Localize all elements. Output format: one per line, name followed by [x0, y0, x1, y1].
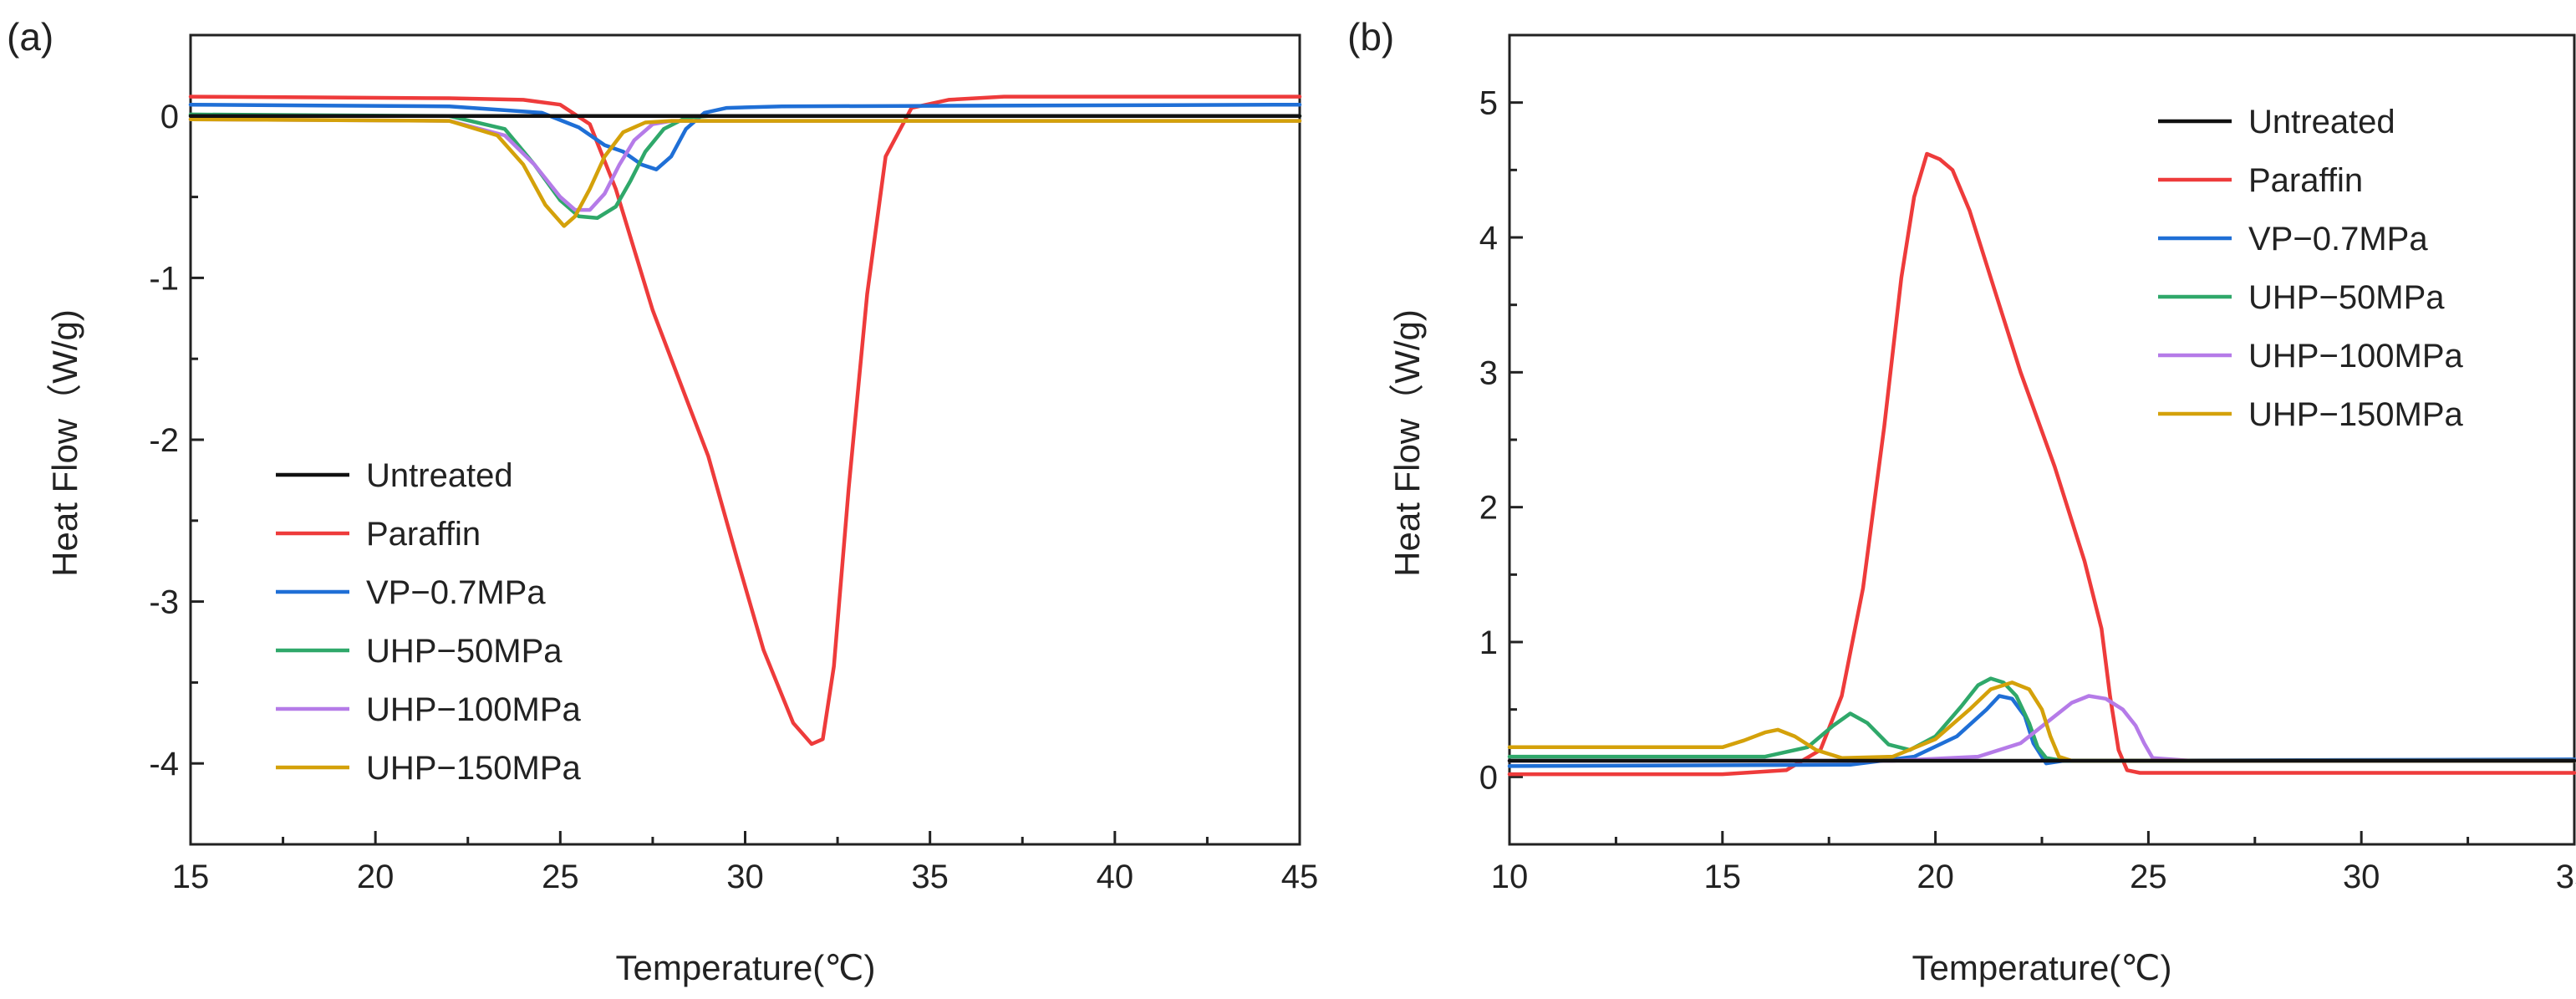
panel-a: (a) 15 20 25 30 35 40 45 0 -1 -2 -3 -4 Temperature(… — [7, 15, 1318, 987]
panel-a-plot-area: 15 20 25 30 35 40 45 0 -1 -2 -3 -4 — [149, 33, 1319, 895]
panel-a-series-uhp-100mpa — [188, 117, 1302, 212]
panel-a-series-paraffin — [188, 94, 1302, 747]
panel-b-series-paraffin — [1507, 151, 2576, 777]
panel-b-y-tick-label: 5 — [1479, 85, 1498, 122]
panel-a-series-uhp-50mpa — [188, 112, 1302, 221]
panel-a-frame — [189, 33, 1301, 846]
panel-a-series-uhp-150mpa — [188, 117, 1302, 228]
panel-b-frame — [1508, 33, 2576, 846]
panel-b-y-tick-label: 3 — [1479, 354, 1498, 391]
panel-b-legend: Untreated Paraffin VP−0.7MPa UHP−50MPa UHP−1… — [2158, 104, 2464, 433]
panel-b-series-uhp-100mpa — [1507, 694, 2576, 763]
panel-a-x-tick-label: 15 — [172, 859, 210, 895]
panel-b-x-tick-label: 20 — [1917, 859, 1954, 895]
panel-b-legend-label: UHP−150MPa — [2248, 396, 2464, 433]
panel-b-x-tick-label: 30 — [2343, 859, 2380, 895]
panel-b-y-axis-title: Heat Flow（W/g) — [1387, 309, 1427, 577]
panel-a-y-axis-title: Heat Flow（W/g) — [45, 309, 84, 577]
panel-a-y-tick-label: -1 — [149, 260, 179, 297]
panel-a-y-tick-label: 0 — [160, 99, 179, 135]
panel-a-legend-label: Paraffin — [366, 516, 481, 553]
panel-b-x-tick-label: 25 — [2130, 859, 2167, 895]
panel-b-x-tick-label: 15 — [1704, 859, 1742, 895]
panel-a-legend-label: UHP−50MPa — [366, 633, 563, 670]
panel-a-x-tick-label: 45 — [1281, 859, 1319, 895]
panel-b-legend-label: VP−0.7MPa — [2248, 221, 2428, 257]
panel-a-legend-label: UHP−150MPa — [366, 750, 582, 787]
panel-b-legend-label: Untreated — [2248, 104, 2395, 140]
panel-a-legend-label: VP−0.7MPa — [366, 574, 546, 611]
panel-b-legend-label: UHP−100MPa — [2248, 338, 2464, 375]
panel-b-y-tick-label: 1 — [1479, 624, 1498, 661]
panel-b-label: (b) — [1347, 15, 1394, 59]
panel-a-x-tick-label: 35 — [911, 859, 949, 895]
panel-b: (b) 10 15 20 25 30 35 0 1 2 3 4 5 Temperature(℃) He… — [1347, 15, 2576, 987]
panel-a-label: (a) — [7, 15, 53, 59]
panel-b-y-tick-label: 0 — [1479, 759, 1498, 796]
panel-a-y-tick-label: -2 — [149, 422, 179, 459]
panel-b-legend-label: UHP−50MPa — [2248, 279, 2445, 316]
panel-b-plot-area: 10 15 20 25 30 35 0 1 2 3 4 5 — [1479, 33, 2576, 895]
panel-a-x-tick-label: 25 — [542, 859, 579, 895]
panel-b-series-uhp-50mpa — [1507, 676, 2576, 763]
panel-a-y-tick-label: -4 — [149, 746, 179, 782]
panel-b-x-tick-label: 10 — [1491, 859, 1529, 895]
panel-a-x-tick-label: 30 — [726, 859, 764, 895]
panel-a-legend-label: Untreated — [366, 457, 513, 494]
panel-a-x-tick-label: 20 — [357, 859, 395, 895]
panel-a-y-tick-label: -3 — [149, 584, 179, 621]
panel-b-x-tick-label: 35 — [2556, 859, 2576, 895]
panel-b-legend-label: Paraffin — [2248, 162, 2363, 199]
panel-a-x-axis-title: Temperature(℃) — [616, 948, 876, 987]
panel-a-legend: Untreated Paraffin VP−0.7MPa UHP−50MPa UHP−1… — [276, 457, 582, 787]
panel-b-y-tick-label: 4 — [1479, 220, 1498, 257]
panel-b-series-uhp-150mpa — [1507, 680, 2576, 763]
panel-a-x-tick-label: 40 — [1097, 859, 1134, 895]
panel-b-series-vp-0-7mpa — [1507, 694, 2576, 768]
panel-a-legend-label: UHP−100MPa — [366, 691, 582, 728]
panel-b-y-tick-label: 2 — [1479, 490, 1498, 527]
panel-b-x-axis-title: Temperature(℃) — [1912, 948, 2172, 987]
